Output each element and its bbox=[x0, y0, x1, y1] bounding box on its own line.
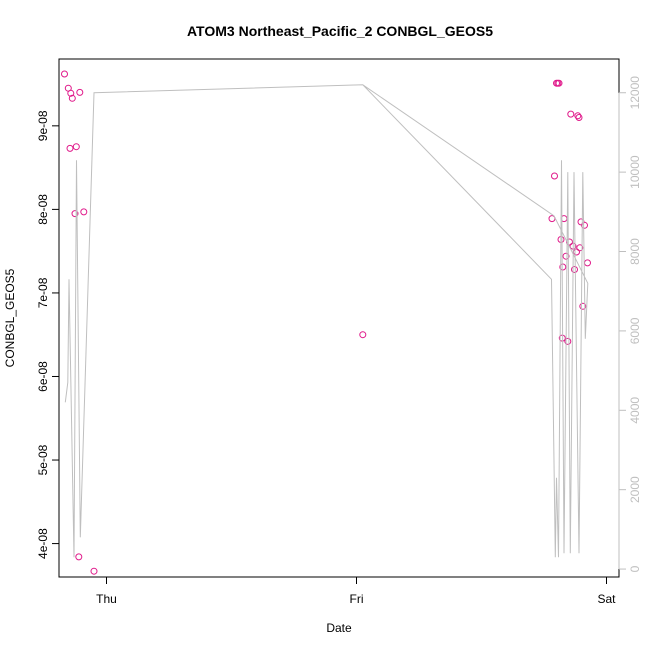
y-axis-right: 0 2000 4000 6000 8000 10000 12000 bbox=[618, 76, 642, 572]
data-point-6 bbox=[76, 88, 84, 96]
data-point-5 bbox=[72, 143, 80, 151]
data-point-21 bbox=[562, 252, 570, 260]
data-point-22 bbox=[564, 337, 572, 345]
y-axis-left: 4e-08 5e-08 6e-08 7e-08 8e-08 9e-08 bbox=[36, 110, 60, 559]
y-axis-label: CONBGL_GEOS5 bbox=[3, 268, 17, 367]
data-point-14 bbox=[555, 79, 563, 87]
y2-tick-label-1: 2000 bbox=[628, 476, 642, 503]
x-axis-label: Date bbox=[326, 621, 352, 635]
data-point-15 bbox=[551, 172, 558, 180]
y2-tick-label-4: 8000 bbox=[628, 238, 642, 265]
series-line bbox=[64, 84, 589, 558]
data-point-26 bbox=[571, 266, 578, 273]
x-tick-label-1: Fri bbox=[350, 592, 364, 606]
y-tick-label-3: 7e-08 bbox=[36, 277, 50, 308]
data-point-11 bbox=[359, 331, 367, 339]
y2-tick-label-6: 12000 bbox=[628, 76, 642, 110]
data-point-8 bbox=[80, 208, 88, 216]
data-point-33 bbox=[579, 302, 587, 310]
data-point-24 bbox=[566, 238, 573, 246]
data-point-7 bbox=[71, 210, 79, 218]
y2-tick-label-3: 6000 bbox=[628, 317, 642, 344]
data-point-10 bbox=[90, 567, 98, 575]
y-tick-label-1: 5e-08 bbox=[36, 444, 50, 475]
plot-area bbox=[61, 70, 591, 575]
data-point-9 bbox=[75, 553, 83, 561]
data-point-28 bbox=[574, 112, 582, 120]
data-point-4 bbox=[66, 144, 74, 152]
y2-tick-label-2: 4000 bbox=[628, 397, 642, 424]
data-point-2 bbox=[67, 89, 75, 97]
y2-tick-label-5: 10000 bbox=[628, 155, 642, 189]
y-tick-label-4: 8e-08 bbox=[36, 194, 50, 225]
chart-title: ATOM3 Northeast_Pacific_2 CONBGL_GEOS5 bbox=[187, 23, 493, 39]
data-point-3 bbox=[68, 94, 76, 102]
x-axis: Thu Fri Sat bbox=[96, 576, 616, 606]
data-point-0 bbox=[61, 70, 68, 78]
x-tick-label-0: Thu bbox=[96, 592, 117, 606]
data-point-29 bbox=[575, 114, 583, 121]
y-tick-label-5: 9e-08 bbox=[36, 110, 50, 141]
y2-tick-label-0: 0 bbox=[628, 565, 642, 572]
data-point-32 bbox=[581, 221, 588, 229]
data-point-23 bbox=[567, 110, 575, 118]
data-point-30 bbox=[576, 244, 584, 252]
y-tick-label-0: 4e-08 bbox=[36, 528, 50, 559]
y-tick-label-2: 6e-08 bbox=[36, 361, 50, 392]
data-point-19 bbox=[559, 263, 567, 271]
x-tick-label-2: Sat bbox=[597, 592, 616, 606]
